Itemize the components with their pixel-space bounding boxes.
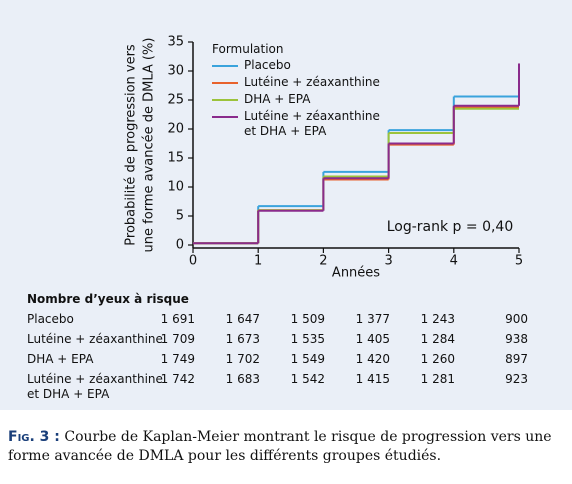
legend-label: Lutéine + zéaxanthine <box>244 75 380 89</box>
row-label: DHA + EPA <box>27 352 94 366</box>
table-cell: 1 284 <box>420 332 455 346</box>
caption-text: Courbe de Kaplan-Meier montrant le risqu… <box>8 429 552 464</box>
caption-label: Fig. 3 : <box>8 429 60 445</box>
table-cell: 1 415 <box>355 372 390 386</box>
legend-swatch <box>212 116 238 118</box>
legend-swatch <box>212 82 238 84</box>
row-label: Lutéine + zéaxanthine et DHA + EPA <box>27 372 163 401</box>
table-cell: 1 549 <box>290 352 325 366</box>
x-tick-label: 4 <box>450 254 458 269</box>
legend-swatch <box>212 99 238 101</box>
table-title: Nombre d’yeux à risque <box>27 292 189 306</box>
row-label: Placebo <box>27 312 74 326</box>
x-tick-label: 3 <box>384 254 392 269</box>
table-cell: 1 742 <box>160 372 195 386</box>
table-cell: 1 260 <box>420 352 455 366</box>
y-tick-label: 10 <box>167 180 184 195</box>
y-tick-label: 5 <box>176 209 184 224</box>
caption: Fig. 3 : Courbe de Kaplan-Meier montrant… <box>8 428 564 466</box>
table-cell: 1 683 <box>225 372 260 386</box>
y-tick-label: 15 <box>167 151 184 166</box>
legend-item: DHA + EPA <box>212 92 384 107</box>
table-cell: 1 691 <box>160 312 195 326</box>
table-cell: 1 647 <box>225 312 260 326</box>
y-tick-label: 25 <box>167 93 184 108</box>
legend-title: Formulation <box>212 42 284 56</box>
table-cell: 923 <box>505 372 528 386</box>
table-cell: 1 509 <box>290 312 325 326</box>
table-cell: 1 243 <box>420 312 455 326</box>
table-cell: 1 535 <box>290 332 325 346</box>
table-cell: 1 377 <box>355 312 390 326</box>
x-tick-label: 1 <box>254 254 262 269</box>
figure-panel <box>0 0 572 410</box>
table-cell: 1 673 <box>225 332 260 346</box>
y-axis-label: Probabilité de progression vers <box>124 44 139 246</box>
legend-item: Placebo <box>212 58 384 73</box>
x-tick-label: 0 <box>189 254 197 269</box>
y-tick-label: 0 <box>176 238 184 253</box>
table-cell: 1 702 <box>225 352 260 366</box>
legend-item: Lutéine + zéaxanthine et DHA + EPA <box>212 109 384 139</box>
table-cell: 1 281 <box>420 372 455 386</box>
annotation: Log-rank p = 0,40 <box>387 219 514 235</box>
x-tick-label: 5 <box>515 254 523 269</box>
row-label: Lutéine + zéaxanthine <box>27 332 163 346</box>
y-tick-label: 35 <box>167 35 184 50</box>
table-cell: 897 <box>505 352 528 366</box>
table-cell: 938 <box>505 332 528 346</box>
table-cell: 1 405 <box>355 332 390 346</box>
table-cell: 1 420 <box>355 352 390 366</box>
step-series <box>193 63 520 245</box>
table-cell: 900 <box>505 312 528 326</box>
legend-label: Placebo <box>244 58 291 72</box>
legend-label: Lutéine + zéaxanthine et DHA + EPA <box>244 109 380 138</box>
y-tick-label: 30 <box>167 64 184 79</box>
legend-item: Lutéine + zéaxanthine <box>212 75 384 90</box>
legend: Formulation Placebo Lutéine + zéaxanthine… <box>212 42 384 139</box>
y-tick-label: 20 <box>167 122 184 137</box>
table-cell: 1 542 <box>290 372 325 386</box>
legend-label: DHA + EPA <box>244 92 311 106</box>
table-cell: 1 749 <box>160 352 195 366</box>
legend-swatch <box>212 65 238 67</box>
table-cell: 1 709 <box>160 332 195 346</box>
x-tick-label: 2 <box>319 254 327 269</box>
x-axis-label: Années <box>332 266 380 281</box>
y-axis-label: une forme avancée de DMLA (%) <box>142 38 157 253</box>
chart: Probabilité de progression vers une form… <box>124 35 524 281</box>
